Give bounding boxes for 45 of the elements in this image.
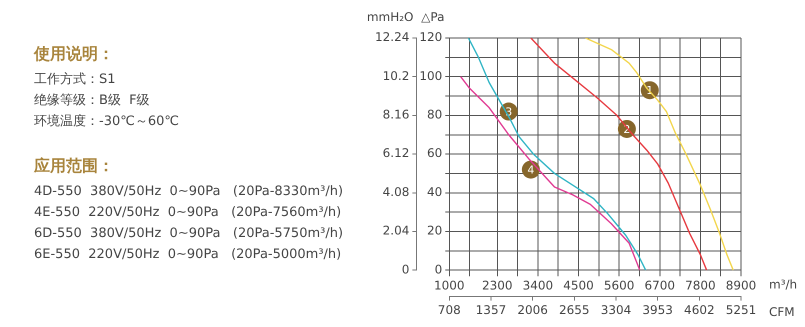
y-tick-label: 80 <box>426 108 442 122</box>
annotation: 3 <box>505 105 512 118</box>
x2-tick-label: 2006 <box>517 302 548 317</box>
x2-tick-label: 2655 <box>559 302 590 317</box>
x-tick-label: 2300 <box>482 278 513 293</box>
text: 使用说明： <box>34 44 115 65</box>
text: 6D-550 380V/50Hz 0~90Pa (20Pa-5750m³/h) <box>34 225 344 243</box>
x2-tick-label: 1357 <box>476 302 506 317</box>
x2-tick-label: 4602 <box>684 302 715 317</box>
text: 4E-550 220V/50Hz 0~90Pa (20Pa-7560m³/h) <box>34 204 342 222</box>
y-tick-label: 100 <box>419 68 442 83</box>
y2-axis-title: mmH₂O <box>366 10 414 24</box>
y2-tick-label: 12.24 <box>374 30 410 44</box>
text: 工作方式：S1 <box>34 71 117 89</box>
x2-tick-label: 5251 <box>726 302 756 317</box>
x-tick-label: 5600 <box>604 278 634 293</box>
y-tick-label: 40 <box>426 184 442 199</box>
y-tick-label: 60 <box>426 146 442 160</box>
y2-tick-label: 4.08 <box>382 184 410 199</box>
x-tick-label: 1000 <box>434 278 465 293</box>
x-tick-label: 8900 <box>726 278 756 293</box>
annotation: 4 <box>527 163 534 176</box>
x2-tick-label: 3953 <box>642 302 673 317</box>
text: 绝缘等级：B级 F级 <box>34 92 151 110</box>
y2-tick-label: 0 <box>402 262 410 276</box>
text: 4D-550 380V/50Hz 0~90Pa (20Pa-8330m³/h) <box>34 183 344 201</box>
x-axis-title: m³/h <box>769 278 798 292</box>
y-axis-title: △Pa <box>421 10 444 24</box>
y2-tick-label: 2.04 <box>382 224 410 238</box>
text: 6E-550 220V/50Hz 0~90Pa (20Pa-5000m³/h) <box>34 246 342 264</box>
x2-tick-label: 3304 <box>600 302 632 317</box>
y-tick-label: 0 <box>434 262 442 276</box>
x-tick-label: 6700 <box>644 278 676 293</box>
x2-tick-label: 708 <box>438 302 461 317</box>
x-tick-label: 7800 <box>685 278 716 293</box>
text: 环境温度：-30℃～60℃ <box>34 113 179 131</box>
y2-tick-label: 10.2 <box>382 68 410 83</box>
y2-tick-label: 8.16 <box>382 108 410 122</box>
y2-tick-label: 6.12 <box>382 146 410 160</box>
y-tick-label: 20 <box>426 224 442 238</box>
x2-axis-title: CFM <box>769 305 795 320</box>
x-tick-label: 3400 <box>522 278 554 293</box>
text: 应用范围： <box>34 156 115 177</box>
y-tick-label: 120 <box>419 30 442 44</box>
x-tick-label: 4500 <box>563 278 594 293</box>
